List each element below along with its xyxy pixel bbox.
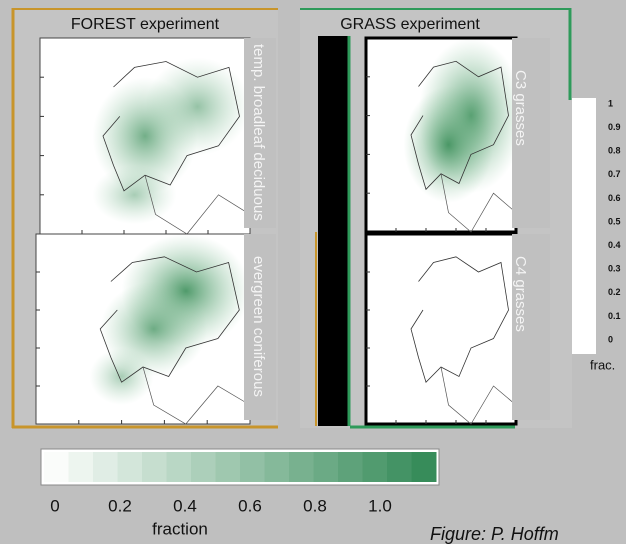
map	[364, 36, 524, 234]
label-strip	[244, 234, 276, 420]
colorbar-step	[289, 452, 314, 482]
colorbar-tick-label: 1.0	[368, 496, 392, 515]
colorbar-tick-label: 0.4	[173, 496, 197, 515]
map	[35, 233, 251, 425]
colorbar-box	[572, 98, 596, 354]
label-strip	[244, 38, 276, 228]
colorbar-step	[338, 452, 363, 482]
colorbar-step	[264, 452, 290, 482]
map-label: temp. broadleaf deciduous	[250, 44, 267, 221]
black-strip	[318, 36, 348, 426]
colorbar-step	[93, 452, 118, 482]
colorbar-tick-label: 0.4	[608, 240, 621, 250]
grass-panel: GRASS experiment C3 grasses C4 grasses	[300, 8, 572, 429]
map-label: C4 grasses	[512, 256, 529, 332]
colorbar-step	[44, 452, 69, 482]
colorbar-tick-label: 0.8	[303, 496, 327, 515]
panel-title: FOREST experiment	[71, 16, 220, 33]
vegetation	[92, 165, 177, 225]
colorbar-step	[117, 452, 143, 482]
map-bg	[364, 232, 518, 426]
colorbar-tick-label: 0	[50, 496, 59, 515]
colorbar-step	[215, 452, 241, 482]
colorbar-tick-label: 0.8	[608, 146, 621, 156]
colorbar-tick-label: 0.5	[608, 216, 621, 226]
colorbar-tick-label: 0.2	[108, 496, 132, 515]
colorbar-step	[166, 452, 192, 482]
colorbar-step	[387, 452, 412, 482]
vegetation	[403, 86, 494, 203]
colorbar-step	[362, 452, 388, 482]
colorbar-step	[68, 452, 94, 482]
map-label: evergreen coniferous	[250, 256, 267, 397]
colorbar-tick-label: 0.3	[608, 264, 621, 274]
colorbar-label: frac.	[590, 357, 615, 372]
colorbar-tick-label: 0.1	[608, 311, 621, 321]
colorbar-step	[142, 452, 167, 482]
coastline	[102, 61, 240, 192]
colorbar-tick-label: 0	[608, 334, 613, 344]
border	[440, 173, 517, 233]
caption: Figure: P. Hoffm	[430, 524, 559, 544]
label-strip	[512, 38, 550, 228]
vegetation	[89, 348, 154, 405]
colorbar-tick-label: 1	[608, 98, 613, 108]
colorbar-tick-label: 0.2	[608, 287, 621, 297]
map	[364, 232, 518, 426]
colorbar-step	[240, 452, 265, 482]
coastline	[99, 256, 240, 383]
border	[142, 366, 251, 425]
colorbar-tick-label: 0.9	[608, 122, 621, 132]
vegetation	[145, 57, 250, 156]
colorbar-tick-label: 0.6	[608, 193, 621, 203]
colorbar-step	[313, 452, 339, 482]
map	[39, 37, 251, 235]
side-colorbar: frac. 1 0.9 0.8 0.7 0.6 0.5 0.4 0.3 0.2 0.1 0	[572, 98, 621, 372]
panel-title: GRASS experiment	[340, 16, 480, 33]
colorbar: fraction 0 0.2 0.4 0.6 0.8 1.0	[40, 448, 440, 538]
colorbar-tick-label: 0.6	[238, 496, 262, 515]
coastline	[410, 256, 509, 383]
colorbar-step	[191, 452, 216, 482]
coastline	[410, 60, 509, 191]
colorbar-tick-label: 0.7	[608, 169, 621, 179]
colorbar-step	[411, 452, 437, 482]
map-label: C3 grasses	[512, 70, 529, 146]
forest-panel: FOREST experiment temp. broadleaf decidu…	[11, 8, 278, 429]
colorbar-label: fraction	[152, 519, 208, 538]
label-strip	[512, 234, 550, 420]
border	[440, 366, 517, 425]
